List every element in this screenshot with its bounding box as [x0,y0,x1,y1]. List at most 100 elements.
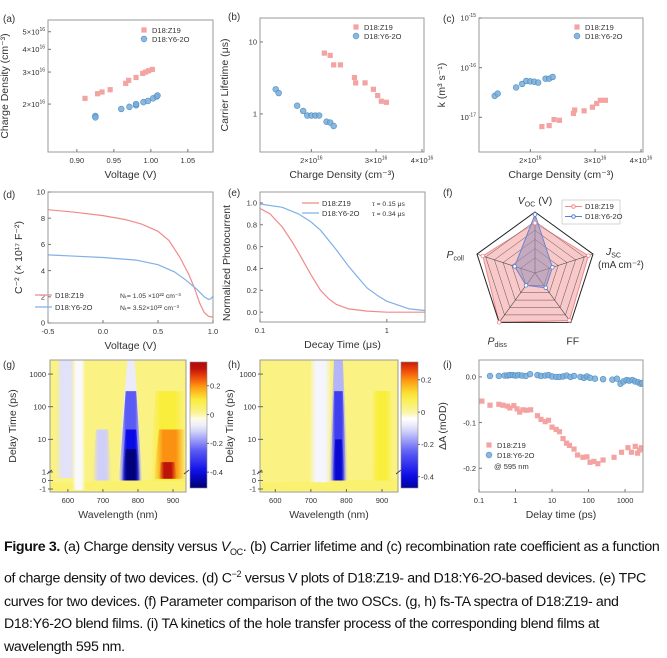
plot-frame [47,19,214,153]
data-point-z19 [572,107,578,113]
data-point-z19 [514,406,520,412]
radar-axis-unit: (V) [535,195,552,207]
y-axis-title: Carrier Lifetime (μs) [219,39,231,132]
panel-label: (a) [3,14,15,25]
legend-marker [352,32,360,40]
y-tick-label: -0.1 [463,418,476,427]
colorbar-tick-label: 0.2 [421,375,431,384]
data-layer [48,209,213,318]
legend-label: D18:Z19 [497,441,526,450]
data-point-z19 [563,440,570,446]
tick-label-base: 10 [460,113,468,122]
y-tick-label: 1000 [29,370,46,379]
x-axis-title: Wavelength (nm) [78,509,158,521]
legend-label: D18:Y6-2O [55,303,93,312]
series-line-y6-2o [48,254,213,301]
tick-label-base: 0 [41,319,45,328]
x-tick-label: 600 [62,496,75,505]
radar-axis-label: JSC [605,246,621,260]
plot-frame [259,191,426,323]
series-line-y6-2o [260,203,425,312]
data-point-z19 [570,110,577,116]
legend-marker [485,451,493,459]
tick-label-base: 0.95 [107,156,122,165]
data-point-z19 [551,116,557,123]
y-tick-label: 100 [243,402,256,411]
tick-label-base: 1000 [29,370,46,379]
caption-segment: OC [229,546,243,557]
data-point-z19 [625,445,631,451]
radar-axis-subscript: OC [525,202,536,209]
tick-label-base: 700 [97,496,110,505]
x-tick-label: 0.0 [98,327,108,336]
data-point-y6-2o [495,372,503,380]
y-tick-label: 4×1016 [23,45,46,55]
tick-label-exponent: 16 [39,67,45,73]
x-tick-label: 1 [385,326,389,335]
data-point-y6-2o [293,102,301,109]
data-point-z19 [507,405,513,411]
tick-label-exponent: 16 [601,156,607,162]
heatmap-feature [371,391,393,481]
y-tick-label: 1000 [239,370,256,379]
tick-label-base: 900 [167,496,180,505]
plot-frame [49,359,187,493]
y-axis-title: Delay Time (ps) [224,389,236,463]
y-axis-title: ΔA (mOD) [437,402,449,450]
legend-marker [140,35,148,43]
tick-label-base: 0.1 [474,496,484,505]
tick-label-base: 3×10 [584,156,601,165]
radar-vertex-marker [550,265,555,270]
tick-label-base: 3×10 [23,68,40,77]
tick-label-base: 0.0 [98,327,108,336]
radar-axis-subscript: diss [494,342,507,349]
legend-label: D18:Y6-2O [364,32,402,41]
legend-label: D18:Z19 [364,23,393,32]
radar-axis-subscript: coll [453,256,464,263]
tick-label-exponent: 16 [39,99,45,105]
data-point-z19 [321,50,327,56]
legend: D18:Z19 τ = 0.15 μs D18:Y6-2O τ = 0.34 μs [302,199,405,218]
legend-label: D18:Y6-2O [152,35,190,44]
radar-axis-label: FF [566,335,579,347]
y-tick-label: 1 [42,468,46,477]
data-point-y6-2o [599,375,607,383]
panel-label: (c) [443,14,455,25]
y-tick-label: 1 [253,110,257,119]
y-tick-label: 1 [252,468,256,477]
x-tick-label: 1000 [617,496,634,505]
tick-label-base: 0.5 [153,327,163,336]
data-point-z19 [542,419,548,425]
data-point-z19 [123,80,129,86]
legend-marker [574,24,580,30]
x-tick-label: 3×1016 [365,156,388,166]
colorbar: 0.2 0 -0.2 -0.4 [189,361,223,489]
tick-label-exponent: 16 [39,45,45,51]
tick-label-exponent: 16 [382,156,388,162]
x-axis-title: Decay Time (μs) [304,339,381,351]
tick-label-base: 10 [548,496,556,505]
y-tick-label: -1 [249,485,256,494]
colorbar-tick-label: -0.4 [210,468,223,477]
caption-segment: . (b) Carrier lifetime and (c) recombina… [4,539,660,588]
y-tick-label: 10 [38,435,46,444]
legend-note: Nₜ= 3.52×10²² cm⁻³ [120,305,180,312]
y-tick-label: 1.0 [247,199,257,208]
radar-grid-ring [494,229,576,308]
x-tick-label: 2×1016 [519,156,542,166]
panel-e: 0.1 1 0.0 0.2 0.4 0.6 0.8 1.0 Decay Time (μs) Nor… [221,188,426,351]
tick-label-base: 1.05 [181,156,196,165]
plot-frame [478,359,644,493]
data-point-z19 [528,407,534,413]
caption-segment: V [220,539,230,555]
tick-label-base: 10 [249,38,257,47]
legend: D18:Z19 Nₜ= 1.05 ×10²² cm⁻³ D18:Y6-2O Nₜ= 3… [35,291,181,312]
tick-label-base: 4×10 [411,156,428,165]
y-tick-label: 0.4 [247,264,257,273]
y-tick-label: 3×1016 [23,67,46,77]
data-point-z19 [353,80,359,86]
data-point-z19 [496,401,502,407]
x-tick-label: -0.5 [42,327,55,336]
